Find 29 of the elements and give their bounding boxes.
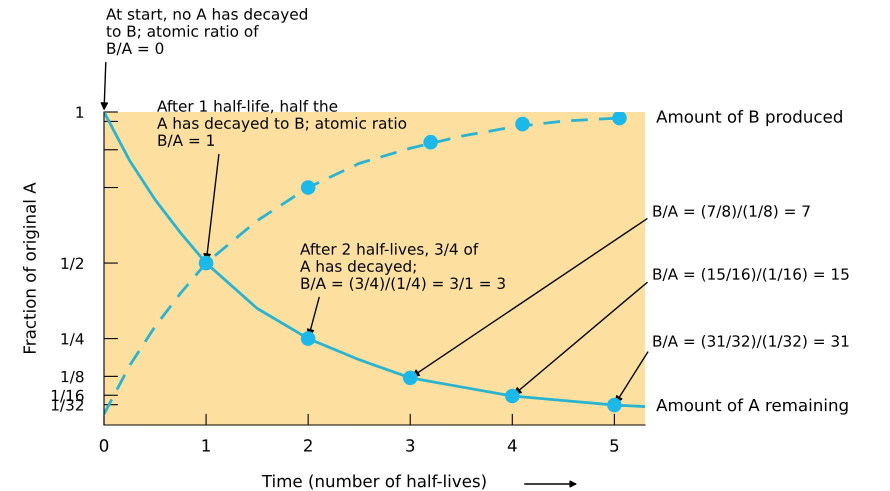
text: Amount of B produced [656,110,842,126]
x-axis-title: Time (number of half-lives) [262,474,486,490]
annotation: At start, no A has decayed to B; atomic ratio of B/A = 0 [106,8,307,56]
x-tick-label: 2 [304,439,312,452]
annotation: B/A = (31/32)/(1/32) = 31 [654,335,848,349]
y-tick-label: 1/8 [62,370,84,384]
y-tick-label: 1/2 [62,258,84,270]
point [505,388,520,404]
point [198,256,214,270]
point [300,180,316,195]
annotation: B/A = (7/8)/(1/8) = 7 [654,205,810,219]
point [300,331,316,346]
annotation: B/A = (15/16)/(1/16) = 15 [654,268,849,282]
point [515,116,530,132]
x-tick-label: 5 [610,439,618,452]
point [607,398,622,412]
point [423,134,438,150]
x-tick-label: 1 [202,439,210,452]
x-tick-label: 4 [508,439,517,452]
y-axis-title: Fraction of original A [23,182,40,353]
y-tick-label: 1 [76,106,84,118]
point [612,112,627,126]
annotation: After 1 half-life, half the A has decayed to B; atomic ratio B/A = 1 [157,100,406,148]
series-label: Amount of A remaining [656,398,848,415]
y-tick-label: 1/4 [62,333,84,346]
x-tick-label: 3 [406,439,414,452]
x-tick-label: 0 [100,439,108,452]
point [402,370,418,386]
annotation: After 2 half-lives, 3/4 of A has decayed; B/A = (3/4)/(1/4) = 3/1 = 3 [300,243,505,291]
